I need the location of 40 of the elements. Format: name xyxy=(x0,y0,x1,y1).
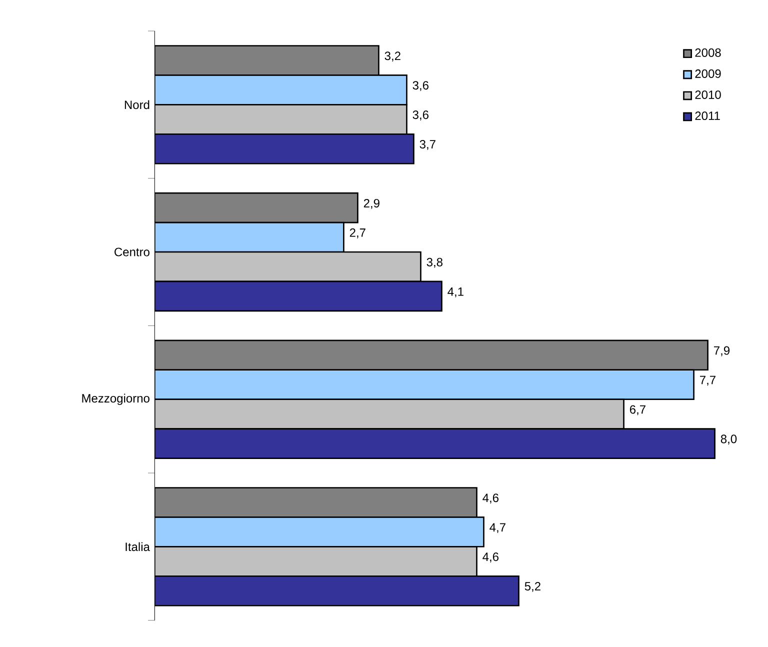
bar xyxy=(154,133,414,164)
data-label: 4,6 xyxy=(482,494,498,504)
data-label: 7,7 xyxy=(700,376,716,386)
data-label: 2,7 xyxy=(350,228,366,238)
bar xyxy=(154,251,422,282)
legend-label: 2011 xyxy=(695,112,720,120)
data-label: 3,7 xyxy=(420,140,436,150)
data-label: 3,8 xyxy=(426,258,442,268)
bar xyxy=(154,104,408,135)
bar xyxy=(154,546,478,577)
bar xyxy=(154,428,716,459)
bar xyxy=(154,487,478,518)
y-tick-label: Italia xyxy=(126,542,150,552)
bar xyxy=(154,369,694,400)
data-label: 3,2 xyxy=(384,52,400,62)
bar xyxy=(154,74,408,106)
data-label: 2,9 xyxy=(364,198,380,209)
y-tick-label: Nord xyxy=(124,100,150,110)
bar xyxy=(154,575,520,606)
legend-label: 2009 xyxy=(695,69,721,78)
data-label: 3,6 xyxy=(412,110,428,120)
bar xyxy=(154,516,484,548)
data-label: 4,1 xyxy=(448,287,464,298)
data-label: 4,6 xyxy=(482,552,498,562)
bar xyxy=(154,340,708,371)
bar xyxy=(154,280,442,312)
data-label: 6,7 xyxy=(630,405,646,416)
bar xyxy=(154,192,358,224)
data-label: 7,9 xyxy=(714,346,730,356)
bar xyxy=(154,398,624,430)
data-label: 8,0 xyxy=(720,434,737,445)
legend-label: 2008 xyxy=(695,48,721,57)
bar xyxy=(154,222,344,253)
legend-label: 2010 xyxy=(695,90,721,99)
data-label: 4,7 xyxy=(490,523,506,533)
y-tick-label: Mezzogiorno xyxy=(82,394,150,405)
data-label: 3,6 xyxy=(412,81,428,91)
bar xyxy=(154,45,380,76)
y-tick-label: Centro xyxy=(114,248,150,256)
data-label: 5,2 xyxy=(524,582,540,592)
